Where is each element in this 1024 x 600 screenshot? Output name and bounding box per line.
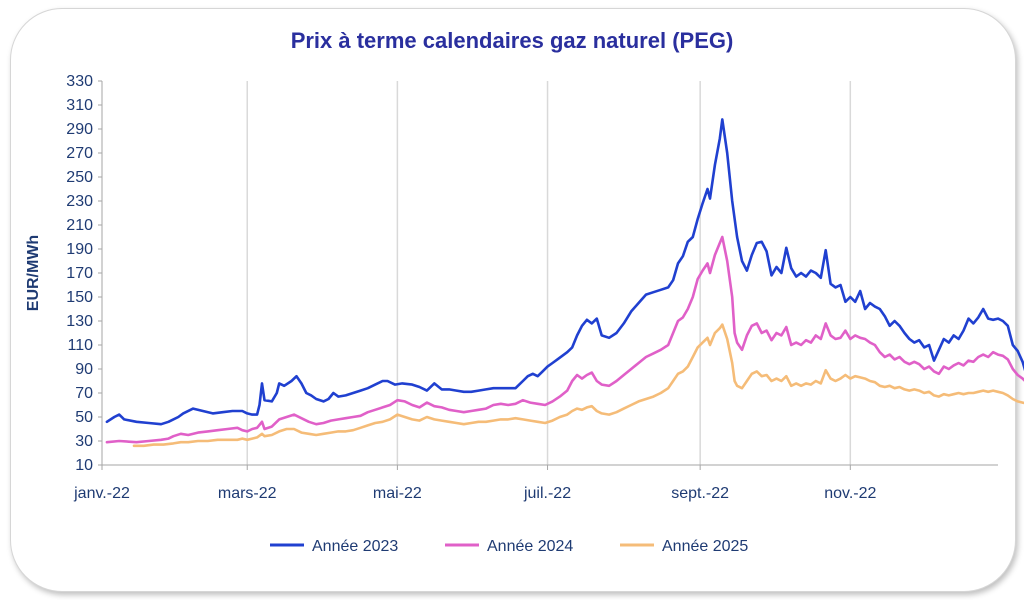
y-tick-label: 70 [75,385,93,402]
legend: Année 2023 Année 2024 Année 2025 [270,538,748,555]
x-tick-label: mai-22 [373,485,422,502]
legend-label-2: Année 2024 [487,538,573,555]
y-tick-label: 170 [66,265,93,282]
y-tick-label: 90 [75,361,93,378]
series-lines [105,118,1024,448]
y-tick-label: 310 [66,97,93,114]
y-tick-label: 250 [66,169,93,186]
series-line-3 [132,323,1024,448]
y-tick-label: 30 [75,433,93,450]
y-tick-label: 110 [67,337,93,354]
legend-label-1: Année 2023 [312,538,398,555]
y-tick-label: 130 [66,313,93,330]
chart-title: Prix à terme calendaires gaz naturel (PE… [290,28,734,53]
x-tick-label: nov.-22 [824,485,876,502]
legend-label-3: Année 2025 [662,538,748,555]
y-tick-label: 330 [66,73,93,90]
y-tick-label: 230 [66,193,93,210]
y-tick-label: 50 [75,409,93,426]
grid [246,81,852,465]
y-tick-label: 290 [66,121,93,138]
x-tick-label: janv.-22 [73,485,130,502]
y-tick-label: 270 [66,145,93,162]
y-tick-label: 190 [66,241,93,258]
y-tick-label: 150 [66,289,93,306]
x-tick-label: mars-22 [218,485,277,502]
y-tick-label: 210 [66,217,93,234]
y-tick-label: 10 [75,457,93,474]
x-tick-label: juil.-22 [523,485,571,502]
series-line-2 [105,235,1024,444]
series-line-1 [105,118,1024,426]
y-axis-title: EUR/MWh [25,235,42,311]
x-tick-label: sept.-22 [671,485,729,502]
axes: 10 30 50 70 90 110 130 150 170 190 210 230 250 270 290… [25,73,998,502]
